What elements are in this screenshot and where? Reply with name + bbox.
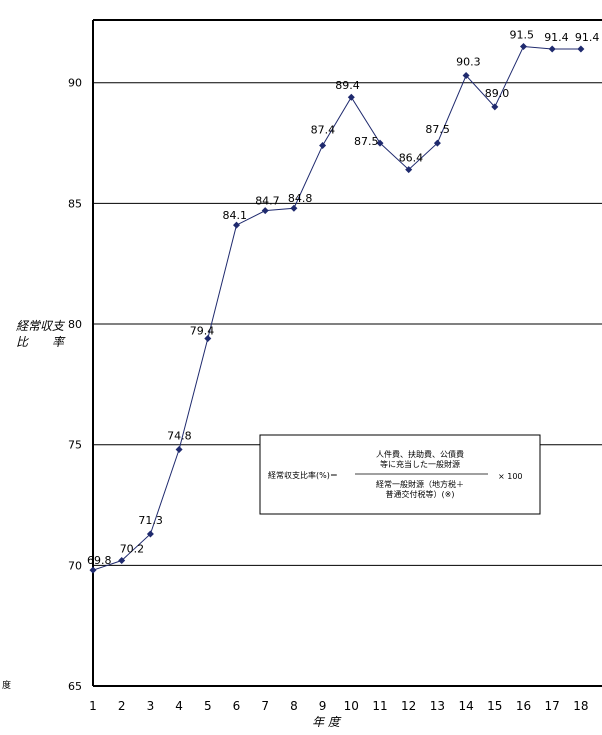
y-tick-label: 70 — [68, 559, 82, 572]
formula-box: 経常収支比率(%)＝ 人件費、扶助費、公債費 等に充当した一般財源 経常一般財源… — [259, 434, 541, 515]
data-point-marker — [491, 103, 499, 111]
left-cut-label: 度 — [2, 679, 11, 691]
formula-numerator-line-2: 等に充当した一般財源 — [380, 459, 460, 469]
data-point-marker — [376, 139, 384, 147]
data-label: 84.1 — [223, 209, 248, 222]
y-tick-label: 75 — [68, 439, 82, 452]
x-tick-label: 8 — [290, 699, 298, 713]
x-tick-label: 18 — [573, 699, 588, 713]
data-point-marker — [175, 446, 183, 454]
data-point-marker — [118, 557, 126, 565]
y-tick-label: 80 — [68, 318, 82, 331]
formula-denominator-line-2: 普通交付税等）(※) — [386, 489, 455, 499]
data-label: 84.7 — [255, 195, 280, 208]
data-label: 89.0 — [485, 87, 510, 100]
data-label: 86.4 — [399, 152, 424, 165]
x-tick-label: 17 — [545, 699, 560, 713]
data-label: 89.4 — [335, 79, 360, 92]
x-tick-label: 12 — [401, 699, 416, 713]
y-tick-label: 65 — [68, 680, 82, 693]
x-tick-label: 16 — [516, 699, 531, 713]
data-label: 74.8 — [167, 430, 192, 443]
data-point-marker — [319, 141, 327, 149]
data-label: 87.5 — [425, 123, 450, 136]
y-axis-label-line-1: 経常収支 — [16, 319, 66, 333]
formula-box-border — [259, 434, 541, 515]
data-point-marker — [261, 207, 269, 215]
data-label: 91.4 — [575, 31, 600, 44]
y-axis-label: 経常収支 比 率 — [16, 319, 66, 349]
data-point-marker — [233, 221, 240, 229]
series-polyline — [92, 46, 581, 571]
data-point-marker — [577, 45, 585, 53]
data-labels: 69.8 70.2 71.3 74.8 79.4 84.1 84.7 84.8 87.4 89.4… — [87, 29, 599, 568]
data-label: 71.3 — [138, 514, 163, 527]
x-tick-label: 10 — [344, 699, 359, 713]
x-tick-label: 1 — [89, 699, 97, 713]
x-tick-label: 2 — [118, 699, 126, 713]
formula-lhs: 経常収支比率(%)＝ — [268, 470, 338, 480]
data-label: 91.5 — [510, 29, 535, 42]
x-tick-label: 11 — [372, 699, 387, 713]
formula-numerator-line-1: 人件費、扶助費、公債費 — [376, 449, 464, 459]
axes — [92, 19, 602, 687]
data-point-marker — [204, 335, 212, 343]
data-point-marker — [548, 45, 556, 53]
x-tick-label: 5 — [204, 699, 212, 713]
data-point-marker — [89, 566, 97, 574]
y-tick-label: 90 — [68, 77, 82, 90]
x-tick-label: 7 — [261, 699, 269, 713]
x-tick-label: 3 — [147, 699, 155, 713]
x-tick-label: 4 — [175, 699, 183, 713]
data-point-marker — [433, 139, 441, 147]
data-point-marker — [520, 43, 527, 51]
x-tick-label: 14 — [458, 699, 473, 713]
formula-multiplier: × 100 — [498, 472, 523, 481]
data-label: 91.4 — [544, 31, 569, 44]
x-tick-label: 15 — [487, 699, 502, 713]
x-tick-label: 9 — [319, 699, 327, 713]
data-point-marker — [290, 204, 298, 212]
data-label: 84.8 — [288, 192, 313, 205]
y-tick-label: 85 — [68, 197, 82, 210]
formula-denominator-line-1: 経常一般財源（地方税＋ — [376, 479, 464, 489]
data-label: 69.8 — [87, 554, 112, 567]
data-point-marker — [347, 93, 355, 101]
data-point-marker — [405, 166, 413, 174]
x-tick-label: 6 — [233, 699, 241, 713]
y-axis-label-line-2: 比 率 — [16, 335, 66, 349]
data-label: 70.2 — [120, 543, 145, 556]
data-point-marker — [146, 530, 154, 538]
data-point-marker — [462, 72, 470, 79]
data-label: 87.4 — [311, 123, 336, 136]
data-label: 87.5 — [354, 135, 379, 148]
x-axis-label: 年 度 — [312, 715, 342, 729]
data-label: 90.3 — [456, 56, 481, 69]
x-tick-label: 13 — [430, 699, 445, 713]
series-line — [89, 43, 585, 574]
data-label: 79.4 — [190, 325, 215, 338]
